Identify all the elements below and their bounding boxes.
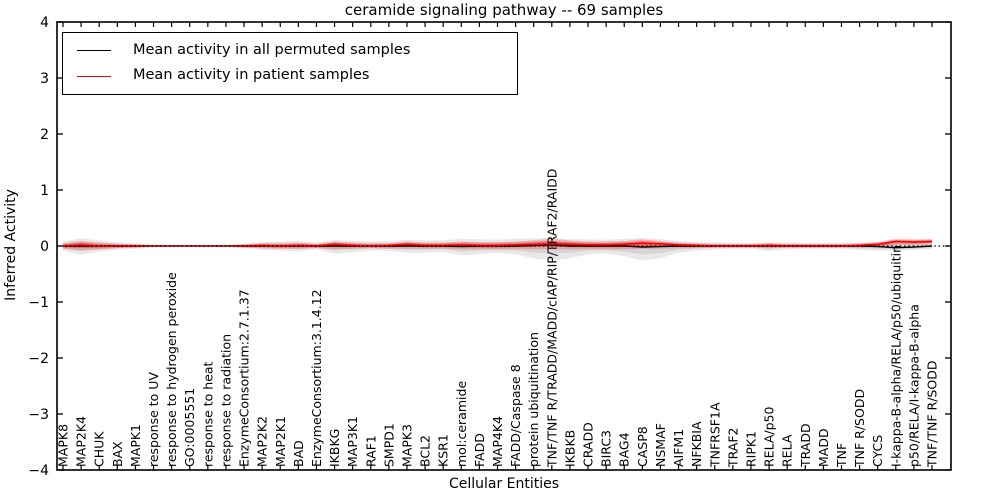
x-tick-label: IKBKB — [562, 430, 577, 467]
x-tick-label: response to radiation — [218, 334, 233, 467]
legend-item-permuted: Mean activity in all permuted samples — [63, 41, 517, 59]
x-tick-label: CRADD — [581, 422, 596, 467]
permuted-band-inner — [63, 241, 932, 255]
x-tick-label: MAP2K2 — [255, 416, 270, 467]
x-tick-label: TNF/TNF R/TRADD/MADD/cIAP/RIP/TRAF2/RAID… — [544, 169, 559, 468]
x-tick-label: mol:ceramide — [454, 381, 469, 467]
x-tick-label: p50/RELA/I-kappa-B-alpha — [906, 304, 921, 467]
y-tick-label: −1 — [28, 295, 49, 311]
y-tick-label: −2 — [28, 351, 49, 367]
y-tick-label: 4 — [40, 15, 49, 31]
legend-line-black-icon — [77, 50, 111, 52]
y-tick-label: −4 — [28, 463, 49, 479]
x-tick-label: response to hydrogen peroxide — [164, 272, 179, 467]
x-tick-label: FADD — [472, 433, 487, 467]
x-tick-label: CYCS — [870, 435, 885, 467]
x-tick-label: TNF — [834, 443, 849, 468]
x-tick-label: TNF/TNF R/SODD — [925, 361, 940, 468]
x-tick-label: MAP2K4 — [74, 416, 89, 467]
x-tick-label: MAP4K4 — [490, 416, 505, 467]
x-tick-label: TRADD — [798, 423, 813, 468]
x-tick-label: GO:0005551 — [182, 388, 197, 467]
x-tick-label: EnzymeConsortium:3.1.4.12 — [309, 289, 324, 467]
x-tick-label: I-kappa-B-alpha/RELA/p50/ubiquitin — [888, 245, 903, 467]
x-tick-label: MAPK1 — [128, 424, 143, 467]
x-tick-label: AIFM1 — [671, 429, 686, 467]
x-tick-label: EnzymeConsortium:2.7.1.37 — [237, 289, 252, 467]
y-tick-label: 1 — [40, 183, 49, 199]
x-tick-label: MAP2K1 — [273, 416, 288, 467]
x-tick-label: BAG4 — [617, 432, 632, 467]
x-tick-label: NSMAF — [653, 423, 668, 467]
x-tick-label: NFKBIA — [689, 421, 704, 467]
x-tick-label: CASP8 — [635, 426, 650, 467]
x-tick-label: CHUK — [92, 431, 107, 467]
chart-title: ceramide signaling pathway -- 69 samples — [344, 1, 664, 19]
x-tick-label: TRAF2 — [725, 427, 740, 468]
x-tick-label: SMPD1 — [381, 423, 396, 467]
x-tick-label: response to UV — [146, 372, 161, 467]
x-tick-label: RIPK1 — [743, 431, 758, 467]
x-tick-label: RAF1 — [363, 435, 378, 467]
x-tick-label: TNF R/SODD — [852, 389, 867, 468]
y-tick-label: 0 — [40, 239, 49, 255]
x-tick-label: BCL2 — [418, 435, 433, 467]
legend-label-permuted: Mean activity in all permuted samples — [133, 41, 411, 58]
legend-label-patient: Mean activity in patient samples — [133, 67, 370, 84]
x-tick-label: RELA — [780, 434, 795, 467]
x-tick-label: MADD — [816, 428, 831, 467]
permuted-band-outer — [63, 238, 932, 261]
y-tick-label: −3 — [28, 407, 49, 423]
x-tick-label: TNFRSF1A — [707, 402, 722, 468]
x-tick-label: BAD — [291, 440, 306, 467]
x-tick-label: IKBKG — [327, 429, 342, 467]
x-tick-label: BIRC3 — [599, 430, 614, 467]
legend-item-patient: Mean activity in patient samples — [63, 67, 517, 84]
x-tick-label: RELA/p50 — [762, 407, 777, 467]
legend-line-red-icon — [77, 75, 111, 77]
legend: Mean activity in all permuted samples Me… — [62, 32, 518, 95]
y-tick-label: 2 — [40, 127, 49, 143]
x-tick-label: KSR1 — [436, 434, 451, 467]
x-tick-label: MAPK8 — [56, 424, 71, 467]
y-axis-title: Inferred Activity — [3, 189, 19, 301]
x-tick-label: BAX — [110, 441, 125, 467]
x-tick-label: MAPK3 — [399, 424, 414, 467]
y-tick-label: 3 — [40, 71, 49, 87]
x-axis-title: Cellular Entities — [448, 476, 560, 492]
x-tick-label: response to heat — [200, 361, 215, 467]
x-tick-label: MAP3K1 — [345, 416, 360, 467]
x-tick-label: protein ubiquitination — [526, 332, 541, 467]
x-tick-label: FADD/Caspase 8 — [508, 364, 523, 467]
